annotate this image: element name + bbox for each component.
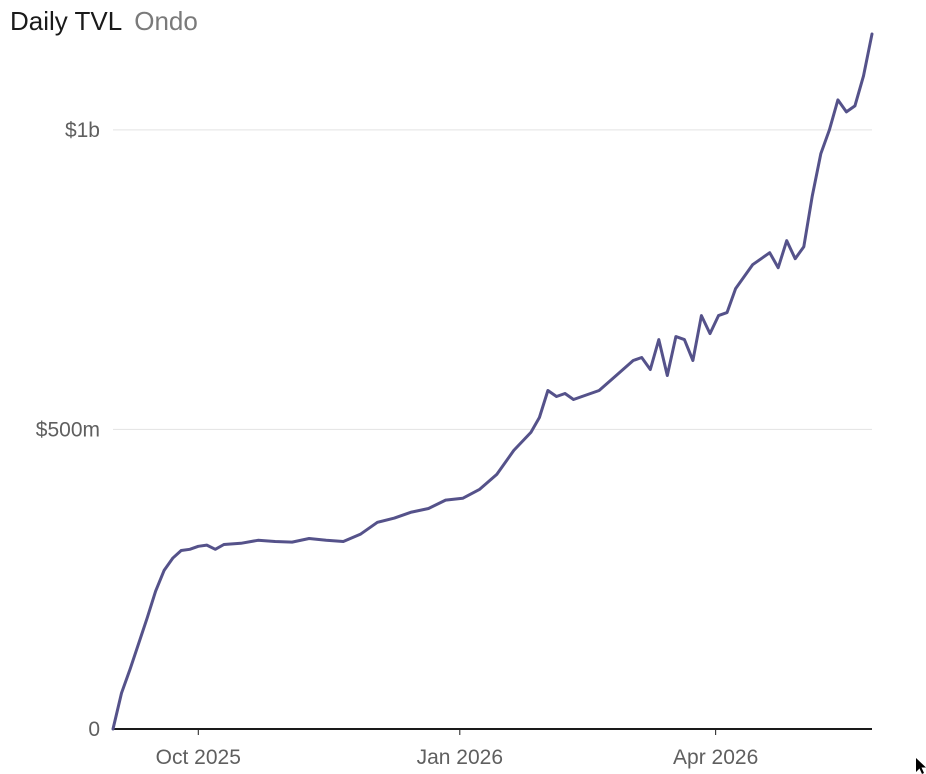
- data-point: [307, 537, 311, 540]
- data-point: [128, 667, 132, 671]
- data-point: [708, 332, 712, 335]
- data-point: [478, 488, 481, 491]
- y-tick-label: 0: [88, 718, 100, 741]
- data-point: [461, 497, 464, 500]
- data-point: [256, 539, 260, 542]
- data-point: [700, 314, 703, 317]
- data-point: [802, 245, 805, 248]
- data-point: [171, 557, 174, 560]
- x-axis-ticks: Oct 2025 Jan 2026 Apr 2026: [156, 729, 758, 769]
- data-point: [495, 473, 498, 476]
- data-point: [154, 590, 157, 593]
- data-point: [427, 507, 430, 510]
- data-point: [640, 356, 643, 359]
- data-point: [853, 104, 857, 108]
- data-point: [512, 449, 516, 452]
- data-point: [657, 338, 660, 341]
- data-point: [342, 540, 345, 543]
- data-point: [836, 98, 840, 102]
- mouse-cursor-icon: [916, 758, 926, 774]
- gridlines: [113, 129, 872, 430]
- x-tick-label: Oct 2025: [156, 746, 241, 769]
- data-point: [273, 540, 277, 543]
- y-tick-label: $1b: [65, 119, 100, 142]
- chart-subtitle: Ondo: [134, 6, 198, 36]
- data-point: [120, 691, 123, 695]
- chart-header: Daily TVL Ondo: [10, 6, 198, 37]
- data-point: [393, 516, 396, 520]
- data-point: [239, 542, 243, 545]
- x-tick-label: Jan 2026: [417, 746, 503, 769]
- data-point: [828, 128, 831, 132]
- data-point: [214, 548, 217, 551]
- data-point: [870, 32, 874, 36]
- data-point: [580, 395, 584, 398]
- data-point: [410, 510, 413, 514]
- data-point: [572, 398, 575, 401]
- data-point: [359, 533, 362, 536]
- data-point: [785, 239, 788, 242]
- data-point: [205, 543, 209, 547]
- data-point: [734, 287, 737, 290]
- data-point: [376, 521, 379, 524]
- y-axis-ticks: 0 $500m $1b: [36, 119, 100, 741]
- data-point: [683, 338, 686, 341]
- data-point: [632, 359, 635, 362]
- data-point: [546, 389, 550, 392]
- data-point: [444, 498, 447, 502]
- data-point: [725, 311, 729, 314]
- data-point: [717, 314, 720, 317]
- data-point: [811, 194, 814, 197]
- data-point: [666, 374, 669, 377]
- data-point: [325, 539, 328, 542]
- data-point: [162, 569, 166, 572]
- data-point: [222, 543, 226, 546]
- data-point: [776, 266, 780, 269]
- data-point: [751, 263, 754, 266]
- data-point: [862, 74, 865, 78]
- data-point: [845, 110, 848, 114]
- chart-title: Daily TVL: [10, 6, 123, 36]
- data-point: [563, 392, 567, 395]
- data-point: [691, 359, 695, 362]
- data-point: [794, 257, 797, 260]
- data-point: [597, 389, 601, 392]
- data-point: [819, 152, 823, 156]
- data-points: [111, 32, 874, 731]
- y-tick-label: $500m: [36, 418, 100, 441]
- data-point: [538, 416, 541, 419]
- data-point: [555, 395, 558, 398]
- data-point: [529, 431, 533, 434]
- data-point: [290, 540, 294, 544]
- data-point: [145, 616, 149, 620]
- data-point: [111, 727, 115, 731]
- data-point: [188, 548, 191, 551]
- data-point: [768, 251, 771, 254]
- data-point: [197, 545, 200, 548]
- data-point: [674, 335, 678, 338]
- tvl-series-line[interactable]: [111, 32, 874, 731]
- x-tick-label: Apr 2026: [673, 746, 758, 769]
- data-point: [614, 374, 618, 377]
- data-point: [649, 368, 652, 371]
- data-point: [180, 549, 183, 552]
